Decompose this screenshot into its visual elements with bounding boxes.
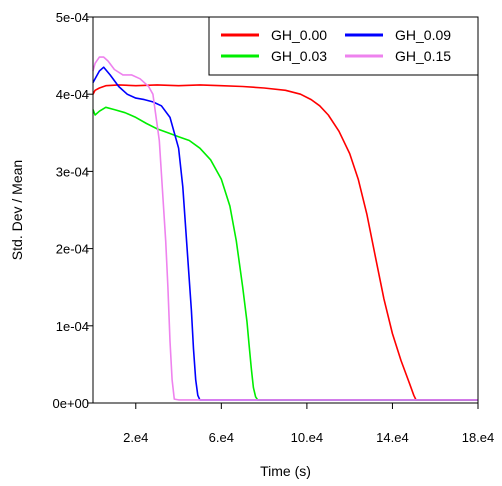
y-tick-label: 3e-04 bbox=[56, 164, 89, 179]
x-tick-label: 18.e4 bbox=[462, 430, 495, 445]
series-line-3 bbox=[92, 66, 478, 401]
x-axis: 2.e4 6.e4 10.e4 14.e4 18.e4 bbox=[123, 403, 494, 445]
legend-label: GH_0.03 bbox=[271, 48, 327, 64]
y-tick-label: 0e+00 bbox=[52, 396, 89, 411]
y-tick-label: 2e-04 bbox=[56, 242, 89, 257]
x-tick-label: 14.e4 bbox=[376, 430, 409, 445]
series-lines bbox=[92, 56, 478, 401]
series-line-2 bbox=[92, 106, 478, 401]
y-tick-label: 5e-04 bbox=[56, 10, 89, 25]
series-line-4 bbox=[92, 56, 478, 401]
legend-label: GH_0.00 bbox=[271, 27, 327, 43]
legend-box bbox=[208, 16, 479, 76]
legend: GH_0.00 GH_0.03 GH_0.09 GH_0.15 bbox=[208, 16, 479, 76]
y-tick-label: 1e-04 bbox=[56, 319, 89, 334]
y-axis: 0e+00 1e-04 2e-04 3e-04 4e-04 5e-04 bbox=[52, 10, 93, 411]
x-tick-label: 2.e4 bbox=[123, 430, 148, 445]
x-tick-label: 6.e4 bbox=[209, 430, 234, 445]
x-tick-label: 10.e4 bbox=[291, 430, 324, 445]
legend-label: GH_0.09 bbox=[395, 27, 451, 43]
series-line-1 bbox=[92, 84, 478, 401]
legend-label: GH_0.15 bbox=[395, 48, 451, 64]
x-axis-title: Time (s) bbox=[260, 463, 311, 479]
y-axis-title: Std. Dev / Mean bbox=[9, 160, 25, 260]
y-tick-label: 4e-04 bbox=[56, 87, 89, 102]
